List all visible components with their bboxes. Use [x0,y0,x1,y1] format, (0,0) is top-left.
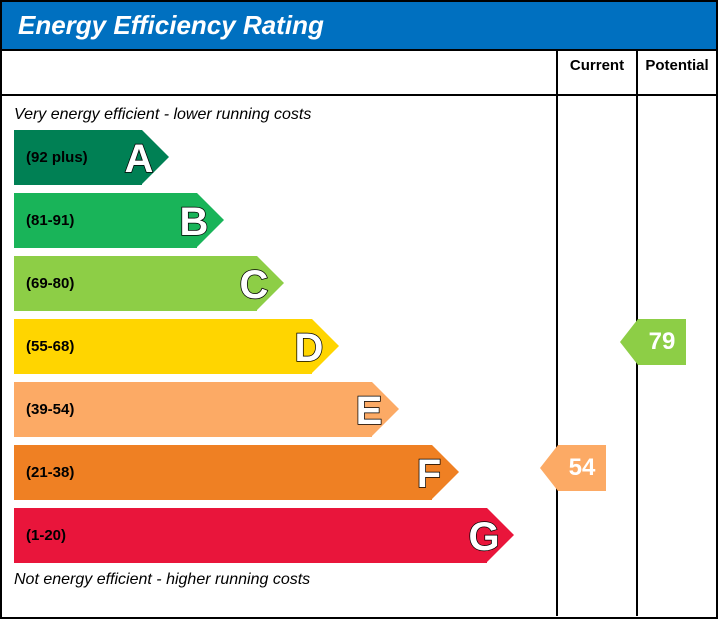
caption-top: Very energy efficient - lower running co… [14,106,544,124]
band-a: (92 plus)A [14,130,169,185]
band-e: (39-54)E [14,382,399,437]
chart-title: Energy Efficiency Rating [18,10,700,41]
bands-area: Very energy efficient - lower running co… [2,96,556,617]
svg-text:F: F [417,452,441,496]
band-range: (39-54) [14,382,372,437]
title-bar: Energy Efficiency Rating [2,2,716,51]
caption-bottom: Not energy efficient - higher running co… [14,571,544,589]
marker-arrow-icon [620,319,638,365]
svg-text:G: G [468,515,499,559]
band-letter: G [454,510,514,560]
potential-marker: 79 [620,319,686,365]
col-header-current: Current [556,51,636,96]
svg-text:C: C [240,263,269,307]
band-letter: C [224,258,284,308]
potential-col: 79 [636,96,716,617]
band-range: (55-68) [14,319,312,374]
epc-chart: Energy Efficiency Rating Current Potenti… [0,0,718,619]
band-letter: F [399,447,459,497]
current-value: 54 [558,445,606,491]
svg-text:B: B [180,200,209,244]
chart-grid: Current Potential Very energy efficient … [2,51,716,616]
band-d: (55-68)D [14,319,339,374]
band-g: (1-20)G [14,508,514,563]
band-range: (69-80) [14,256,257,311]
col-header-blank [2,51,556,96]
band-range: (21-38) [14,445,432,500]
marker-arrow-icon [540,445,558,491]
band-c: (69-80)C [14,256,284,311]
band-letter: B [164,195,224,245]
band-letter: D [279,321,339,371]
svg-text:E: E [356,389,383,433]
potential-value: 79 [638,319,686,365]
col-header-potential: Potential [636,51,716,96]
svg-text:D: D [295,326,324,370]
band-f: (21-38)F [14,445,459,500]
band-range: (1-20) [14,508,487,563]
band-letter: E [339,384,399,434]
band-letter: A [109,132,169,182]
current-marker: 54 [540,445,606,491]
svg-text:A: A [125,137,154,181]
band-b: (81-91)B [14,193,224,248]
